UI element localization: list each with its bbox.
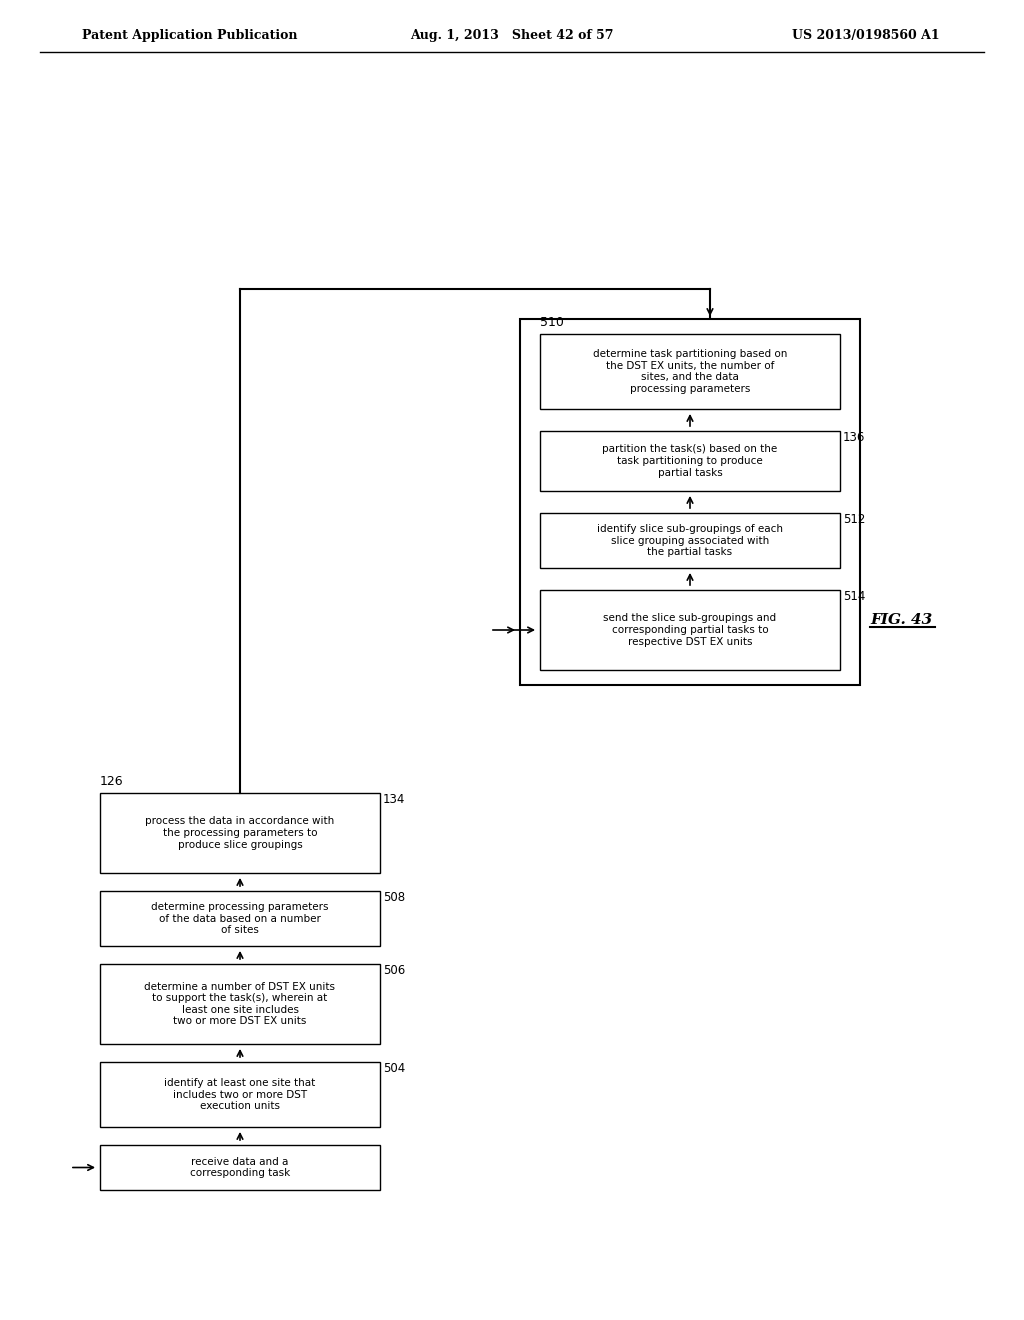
Text: Aug. 1, 2013   Sheet 42 of 57: Aug. 1, 2013 Sheet 42 of 57 [411,29,613,41]
Text: 504: 504 [383,1063,406,1074]
Text: US 2013/0198560 A1: US 2013/0198560 A1 [793,29,940,41]
Text: determine a number of DST EX units
to support the task(s), wherein at
least one : determine a number of DST EX units to su… [144,982,336,1027]
Text: determine processing parameters
of the data based on a number
of sites: determine processing parameters of the d… [152,902,329,935]
Text: determine task partitioning based on
the DST EX units, the number of
sites, and : determine task partitioning based on the… [593,348,787,393]
Text: process the data in accordance with
the processing parameters to
produce slice g: process the data in accordance with the … [145,816,335,850]
Text: 136: 136 [843,432,865,444]
FancyBboxPatch shape [100,1063,380,1127]
Text: send the slice sub-groupings and
corresponding partial tasks to
respective DST E: send the slice sub-groupings and corresp… [603,614,776,647]
FancyBboxPatch shape [100,964,380,1044]
Text: partition the task(s) based on the
task partitioning to produce
partial tasks: partition the task(s) based on the task … [602,445,777,478]
Text: 506: 506 [383,964,406,977]
FancyBboxPatch shape [540,334,840,409]
FancyBboxPatch shape [100,793,380,873]
Text: 126: 126 [100,775,124,788]
Text: 508: 508 [383,891,406,904]
Text: 134: 134 [383,793,406,807]
Text: 510: 510 [540,315,564,329]
Text: 514: 514 [843,590,865,603]
FancyBboxPatch shape [100,1144,380,1191]
Text: receive data and a
corresponding task: receive data and a corresponding task [189,1156,290,1179]
FancyBboxPatch shape [540,432,840,491]
Text: Patent Application Publication: Patent Application Publication [82,29,298,41]
Text: 512: 512 [843,513,865,525]
Text: identify slice sub-groupings of each
slice grouping associated with
the partial : identify slice sub-groupings of each sli… [597,524,783,557]
Text: identify at least one site that
includes two or more DST
execution units: identify at least one site that includes… [165,1078,315,1111]
FancyBboxPatch shape [540,513,840,568]
Text: FIG. 43: FIG. 43 [870,612,932,627]
FancyBboxPatch shape [100,891,380,946]
FancyBboxPatch shape [540,590,840,671]
